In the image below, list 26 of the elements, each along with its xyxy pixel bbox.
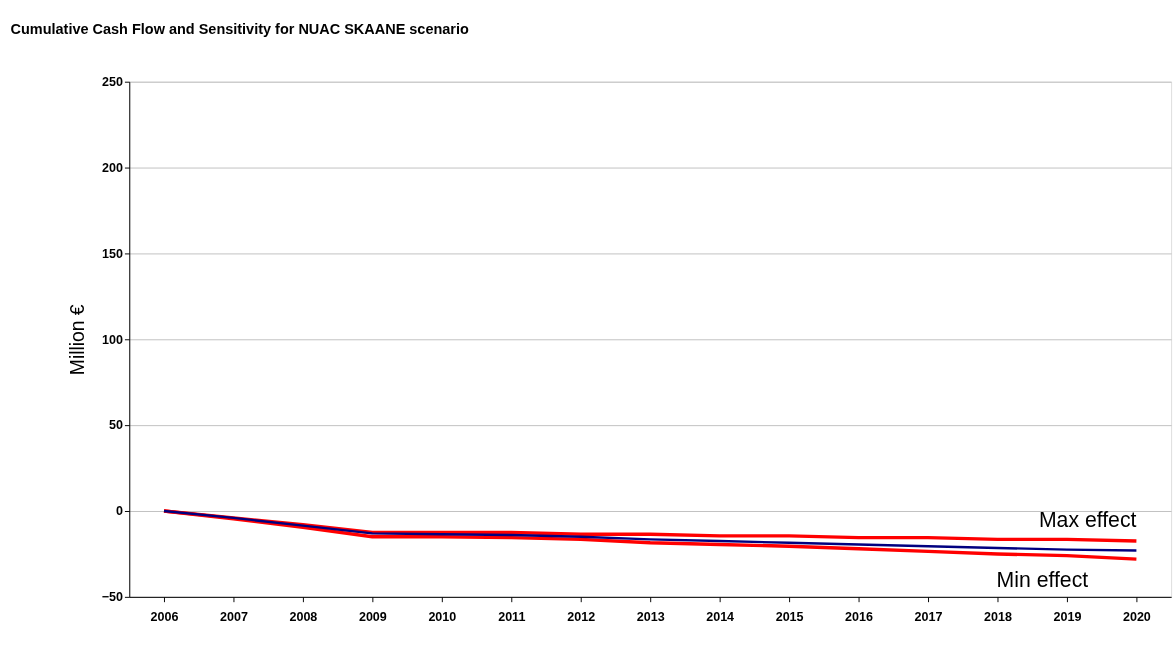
x-tick-label: 2014 [706,610,735,625]
y-tick-label: −50 [101,590,124,605]
x-tick-label: 2011 [498,610,526,625]
x-tick-label: 2020 [1122,610,1151,625]
y-axis-title: Million € [67,304,89,376]
chart-title: Cumulative Cash Flow and Sensitivity for NUAC SKAANE scenario [10,21,469,38]
y-tick-label: 0 [116,504,124,519]
x-tick-label: 2010 [428,610,457,625]
series-label: Max effect [1038,507,1137,531]
x-tick-label: 2009 [358,610,387,625]
x-tick-label: 2016 [845,610,874,625]
y-tick-label: 250 [102,75,124,90]
series-label: Min effect [996,568,1089,592]
x-tick-label: 2006 [150,610,179,625]
x-tick-label: 2013 [636,610,665,625]
y-tick-label: 200 [102,160,124,175]
y-tick-label: 100 [102,332,124,347]
x-tick-label: 2018 [984,610,1012,625]
x-tick-label: 2008 [289,610,318,625]
y-tick-label: 50 [109,418,124,433]
x-tick-label: 2019 [1053,610,1082,625]
x-tick-label: 2015 [775,610,804,625]
x-tick-label: 2007 [219,610,248,625]
x-tick-label: 2012 [567,610,596,625]
x-tick-label: 2017 [914,610,943,625]
y-tick-label: 150 [102,246,124,261]
